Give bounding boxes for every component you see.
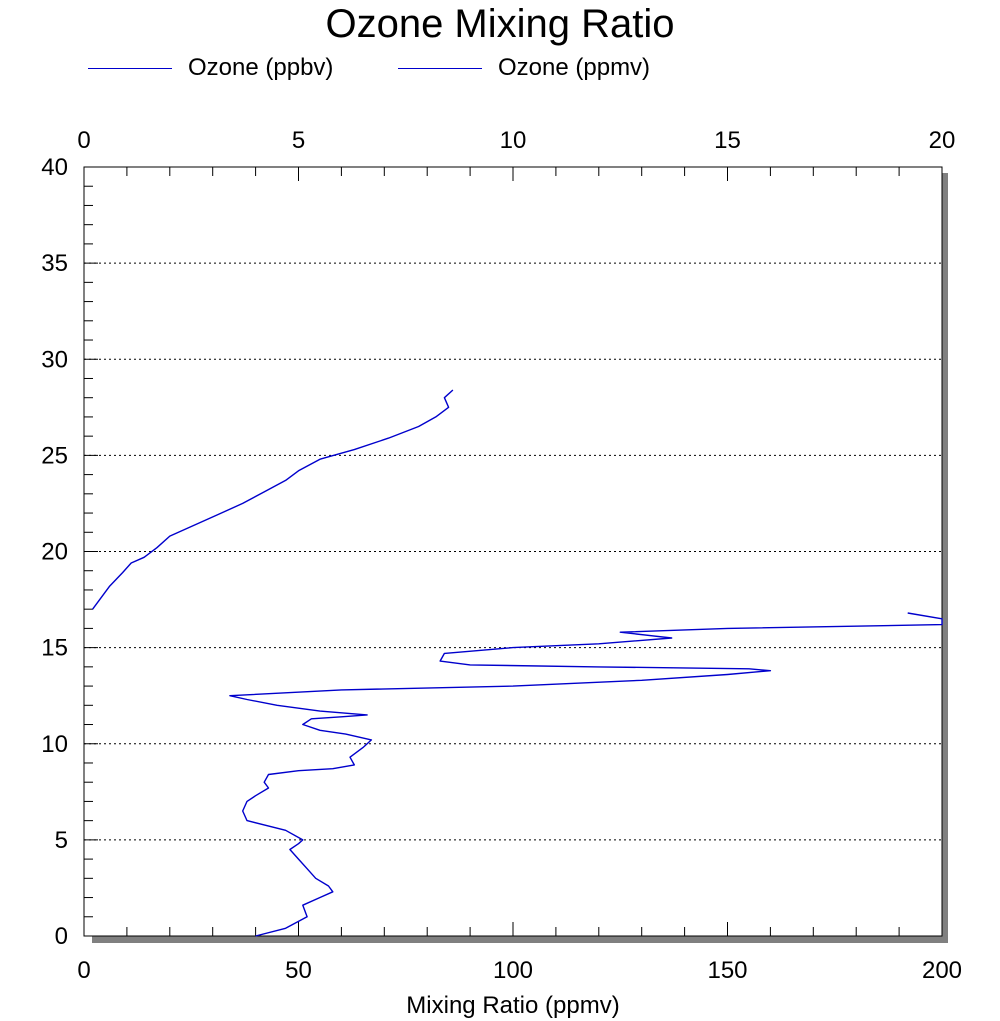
legend-label-ppbv: Ozone (ppbv) bbox=[188, 54, 334, 81]
x-bottom-tick-label: 100 bbox=[493, 957, 533, 984]
y-tick-label: 10 bbox=[41, 731, 68, 758]
gridlines bbox=[84, 262, 942, 841]
x-bottom-tick-label: 0 bbox=[77, 957, 90, 984]
x-top-tick-label: 5 bbox=[292, 127, 305, 154]
y-tick-label: 15 bbox=[41, 635, 68, 662]
legend-label-ppmv: Ozone (ppmv) bbox=[498, 54, 651, 81]
axis-tick-labels: 0 5 10 15 20 25 30 35 40 0 50 100 150 200 0 5 10 15 20 bbox=[41, 127, 962, 984]
y-tick-label: 5 bbox=[55, 827, 68, 854]
legend-swatch-ppmv bbox=[398, 68, 482, 69]
x-top-tick-label: 10 bbox=[500, 127, 527, 154]
y-tick-label: 0 bbox=[55, 923, 68, 950]
chart-legend: Ozone (ppbv) Ozone (ppmv) bbox=[0, 54, 1000, 84]
plot-frame bbox=[83, 166, 943, 937]
y-tick-label: 20 bbox=[41, 539, 68, 566]
x-bottom-tick-label: 50 bbox=[285, 957, 312, 984]
legend-swatch-ppbv bbox=[88, 68, 172, 69]
series-line-ppbv bbox=[229, 612, 943, 937]
x-bottom-tick-label: 200 bbox=[922, 957, 962, 984]
y-tick-label: 30 bbox=[41, 346, 68, 373]
y-tick-label: 40 bbox=[41, 154, 68, 181]
x-axis-title: Mixing Ratio (ppmv) bbox=[406, 992, 619, 1019]
x-top-tick-label: 15 bbox=[714, 127, 741, 154]
series-line-ppmv bbox=[92, 389, 454, 610]
y-tick-label: 35 bbox=[41, 250, 68, 277]
x-bottom-tick-label: 150 bbox=[707, 957, 747, 984]
axis-ticks bbox=[83, 166, 943, 937]
x-top-tick-label: 0 bbox=[77, 127, 90, 154]
x-top-tick-label: 20 bbox=[929, 127, 956, 154]
chart-title: Ozone Mixing Ratio bbox=[325, 2, 675, 46]
y-tick-label: 25 bbox=[41, 442, 68, 469]
series-lines bbox=[92, 389, 943, 937]
